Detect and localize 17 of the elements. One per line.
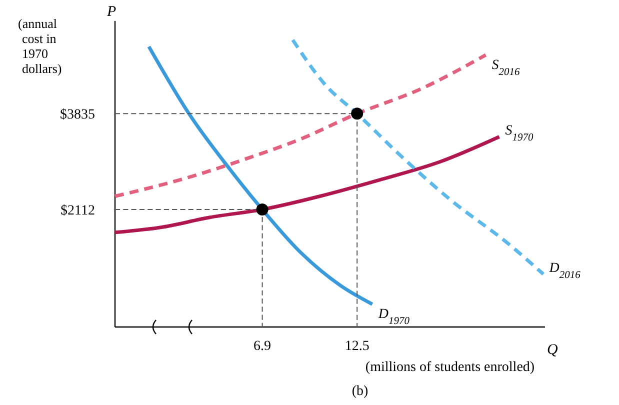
x-axis-title: Q: [547, 342, 558, 358]
x-tick-label: 6.9: [254, 339, 272, 354]
y-tick-label: $3835: [60, 108, 95, 123]
line-series: [113, 53, 488, 198]
series-label: S$_{2016}$: [492, 58, 520, 78]
series-label: D$_{2016}$: [548, 261, 582, 281]
line-series: [291, 38, 546, 276]
text: (b): [352, 384, 368, 399]
text: (millions of students enrolled): [365, 360, 535, 375]
series-label: S$_{1970}$: [505, 124, 534, 144]
text: (annual cost in 1970 dollars): [18, 16, 62, 76]
x-tick-label: 12.5: [344, 339, 370, 354]
line-series: [147, 44, 374, 306]
y-axis-title: P: [106, 4, 116, 20]
series-label: D$_{1970}$: [377, 307, 410, 327]
y-tick-label: $2112: [60, 203, 95, 218]
line-series: [113, 134, 502, 234]
